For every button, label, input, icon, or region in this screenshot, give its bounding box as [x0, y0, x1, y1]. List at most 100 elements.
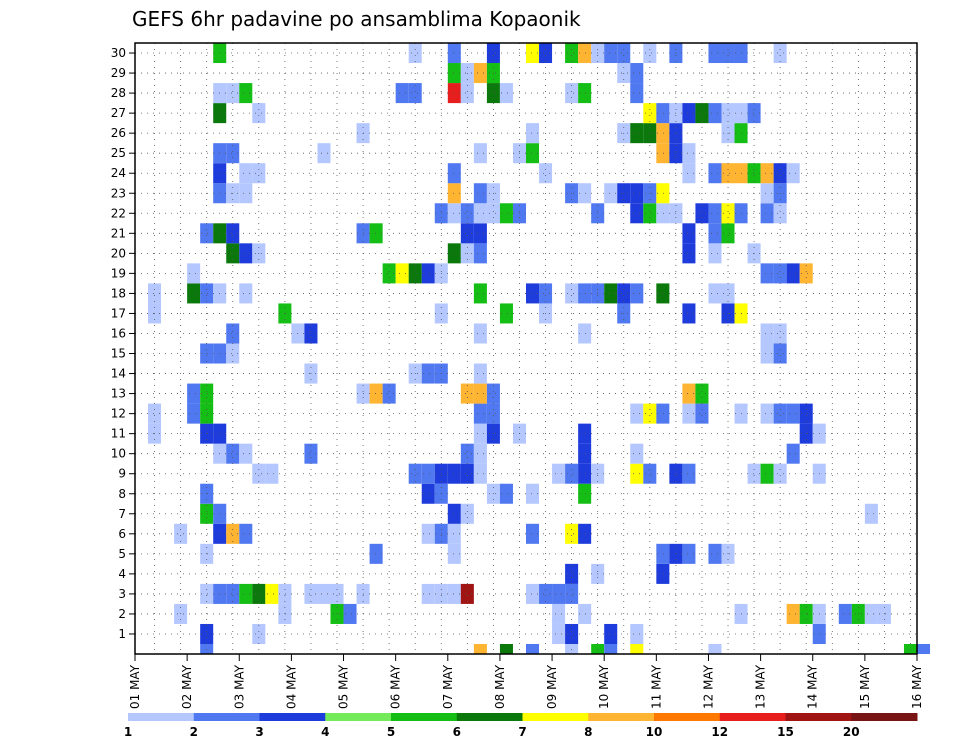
heatmap-cell	[760, 183, 774, 204]
heatmap-cell	[187, 403, 201, 424]
y-tick-label: 9	[118, 467, 126, 481]
x-tick-label: 09 MAY	[545, 664, 559, 709]
y-axis: 1234567891011121314151617181920212223242…	[111, 46, 135, 641]
y-tick-label: 14	[111, 367, 126, 381]
heatmap-cell	[565, 583, 579, 604]
heatmap-cell	[239, 183, 253, 204]
heatmap-cell	[760, 403, 774, 424]
heatmap-cell	[408, 43, 422, 64]
heatmap-cell	[682, 103, 696, 124]
heatmap-cell	[369, 543, 383, 564]
heatmap-cell	[552, 463, 566, 484]
heatmap-cell	[708, 43, 722, 64]
heatmap-cell	[486, 83, 500, 104]
plot-frame	[134, 42, 918, 655]
heatmap-cell	[447, 43, 461, 64]
heatmap-cell	[799, 263, 813, 284]
heatmap-cell	[226, 323, 240, 344]
heatmap-cell	[656, 183, 670, 204]
y-tick-label: 2	[118, 607, 126, 621]
heatmap-cell	[773, 43, 787, 64]
x-tick-label: 06 MAY	[389, 664, 403, 709]
heatmap-cell	[252, 623, 266, 644]
y-tick-label: 22	[111, 206, 126, 220]
grid-lines	[135, 43, 917, 654]
heatmap-cell	[200, 343, 214, 364]
heatmap-cell	[565, 563, 579, 584]
heatmap-cell	[304, 443, 318, 464]
heatmap-cell	[447, 163, 461, 184]
heatmap-cell	[578, 443, 592, 464]
heatmap-cell	[721, 203, 735, 224]
heatmap-cell	[421, 463, 435, 484]
y-tick-label: 26	[111, 126, 126, 140]
heatmap-cell	[499, 644, 513, 654]
heatmap-cell	[239, 283, 253, 304]
x-tick-label: 14 MAY	[806, 664, 820, 709]
heatmap-cell	[721, 103, 735, 124]
heatmap-cell	[721, 163, 735, 184]
legend-swatch	[719, 713, 786, 721]
heatmap-cell	[499, 303, 513, 324]
heatmap-cell	[473, 644, 487, 654]
legend-swatch	[522, 713, 589, 721]
x-tick-label: 03 MAY	[232, 664, 246, 709]
heatmap-cell	[265, 463, 279, 484]
heatmap-cell	[200, 503, 214, 524]
heatmap-cell	[239, 443, 253, 464]
heatmap-cell	[565, 623, 579, 644]
heatmap-cell	[760, 163, 774, 184]
y-tick-label: 13	[111, 387, 126, 401]
x-tick-label: 05 MAY	[337, 664, 351, 709]
heatmap-cell	[630, 443, 644, 464]
heatmap-cell	[643, 463, 657, 484]
legend-swatch	[325, 713, 392, 721]
heatmap-cell	[499, 83, 513, 104]
heatmap-cell	[369, 383, 383, 404]
heatmap-cell	[630, 283, 644, 304]
legend-label: 4	[321, 725, 329, 739]
heatmap-cell	[630, 83, 644, 104]
heatmap-cell	[604, 623, 618, 644]
heatmap-cell	[526, 143, 540, 164]
heatmap-cell	[369, 223, 383, 244]
heatmap-cell	[630, 183, 644, 204]
legend-swatch	[259, 713, 326, 721]
heatmap-cell	[486, 403, 500, 424]
heatmap-cell	[630, 403, 644, 424]
y-tick-label: 23	[111, 186, 126, 200]
heatmap-cell	[747, 163, 761, 184]
heatmap-cell	[317, 143, 331, 164]
y-tick-label: 24	[111, 166, 126, 180]
heatmap-cell	[148, 403, 162, 424]
heatmap-cell	[460, 83, 474, 104]
heatmap-cell	[799, 403, 813, 424]
heatmap-cell	[682, 223, 696, 244]
heatmap-cells	[148, 43, 931, 654]
heatmap-cell	[447, 63, 461, 84]
heatmap-cell	[526, 523, 540, 544]
heatmap-cell	[460, 203, 474, 224]
x-tick-label: 07 MAY	[441, 664, 455, 709]
x-tick-label: 11 MAY	[649, 664, 663, 709]
heatmap-cell	[187, 283, 201, 304]
heatmap-cell	[421, 523, 435, 544]
legend-label: 2	[190, 725, 198, 739]
y-tick-label: 1	[118, 627, 126, 641]
heatmap-cell	[447, 83, 461, 104]
heatmap-cell	[473, 223, 487, 244]
heatmap-cell	[773, 163, 787, 184]
heatmap-cell	[578, 603, 592, 624]
heatmap-cell	[421, 363, 435, 384]
heatmap-cell	[447, 203, 461, 224]
heatmap-cell	[447, 503, 461, 524]
heatmap-cell	[773, 403, 787, 424]
heatmap-cell	[421, 263, 435, 284]
heatmap-cell	[708, 283, 722, 304]
heatmap-cell	[682, 243, 696, 264]
heatmap-cell	[747, 103, 761, 124]
heatmap-cell	[773, 203, 787, 224]
heatmap-cell	[226, 583, 240, 604]
x-tick-label: 12 MAY	[701, 664, 715, 709]
